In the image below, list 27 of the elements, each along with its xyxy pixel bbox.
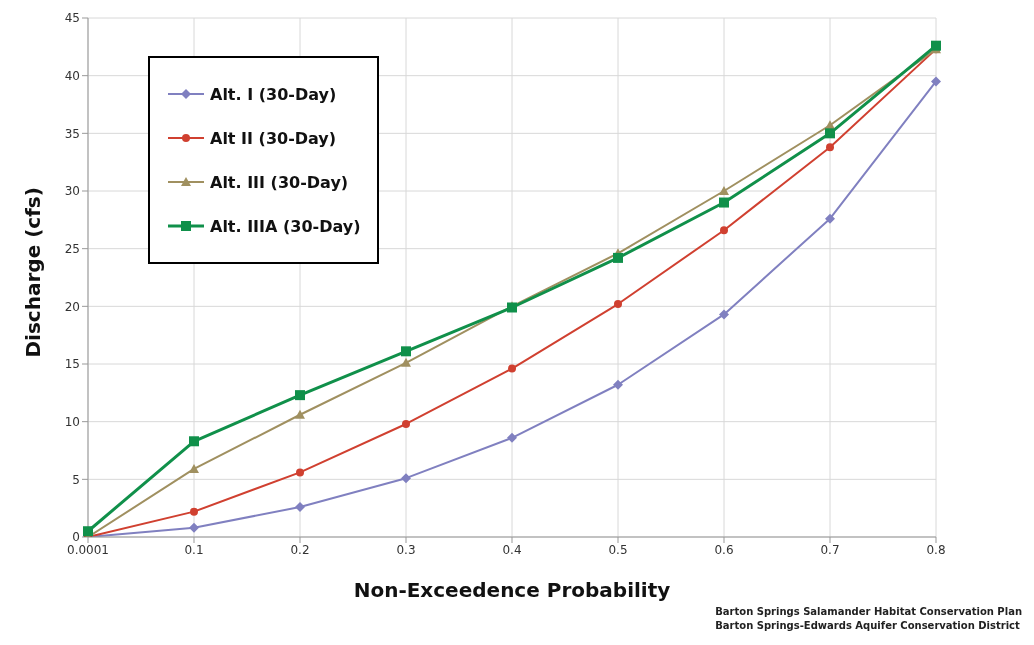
x-tick-label: 0.2 [290,542,310,557]
x-tick-label: 0.6 [714,542,734,557]
x-tick-label: 0.0001 [67,542,109,557]
y-tick-label: 35 [64,126,80,141]
text: Barton Springs-Edwards Aquifer Conservation District [715,619,1021,633]
x-tick-label: 0.1 [184,542,204,557]
y-tick-label: 5 [72,472,80,487]
y-tick-label: 25 [64,241,80,256]
y-tick-label: 10 [64,414,80,429]
text: Barton Springs Salamander Habitat Conservation Plan [715,605,1022,619]
y-tick-label: 45 [64,11,80,26]
x-tick-label: 0.5 [608,542,628,557]
y-tick-label: 0 [72,530,80,545]
x-tick-label: 0.8 [926,542,946,557]
y-tick-label: 30 [64,184,80,199]
y-axis-title: Discharge (cfs) [21,187,46,358]
x-tick-label: 0.4 [502,542,522,557]
legend-label: Alt. I (30-Day) [210,84,337,104]
legend-label: Alt II (30-Day) [210,128,337,148]
x-tick-label: 0.7 [820,542,840,557]
legend-label: Alt. III (30-Day) [210,172,349,192]
y-tick-label: 20 [64,299,80,314]
legend-label: Alt. IIIA (30-Day) [210,216,361,236]
x-tick-label: 0.3 [396,542,416,557]
y-tick-label: 40 [64,68,80,83]
y-tick-label: 15 [64,357,80,372]
x-axis-title: Non-Exceedence Probability [353,578,671,602]
